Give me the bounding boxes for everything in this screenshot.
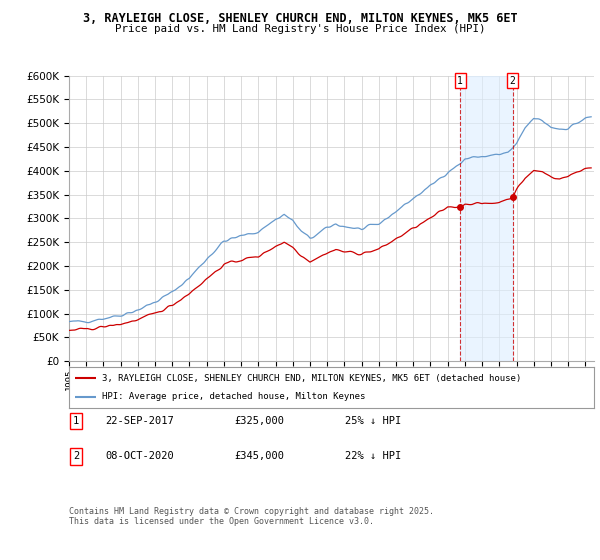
Text: 1: 1 (457, 76, 463, 86)
Text: £345,000: £345,000 (234, 451, 284, 461)
Text: 1: 1 (73, 416, 79, 426)
Text: 22% ↓ HPI: 22% ↓ HPI (345, 451, 401, 461)
Text: 25% ↓ HPI: 25% ↓ HPI (345, 416, 401, 426)
Text: 2: 2 (73, 451, 79, 461)
Text: 3, RAYLEIGH CLOSE, SHENLEY CHURCH END, MILTON KEYNES, MK5 6ET (detached house): 3, RAYLEIGH CLOSE, SHENLEY CHURCH END, M… (101, 374, 521, 382)
Text: Price paid vs. HM Land Registry's House Price Index (HPI): Price paid vs. HM Land Registry's House … (115, 24, 485, 34)
Text: 3, RAYLEIGH CLOSE, SHENLEY CHURCH END, MILTON KEYNES, MK5 6ET: 3, RAYLEIGH CLOSE, SHENLEY CHURCH END, M… (83, 12, 517, 25)
Text: Contains HM Land Registry data © Crown copyright and database right 2025.
This d: Contains HM Land Registry data © Crown c… (69, 507, 434, 526)
Text: 08-OCT-2020: 08-OCT-2020 (105, 451, 174, 461)
Bar (460, 76, 512, 361)
Text: 2: 2 (509, 76, 515, 86)
Text: 22-SEP-2017: 22-SEP-2017 (105, 416, 174, 426)
Text: HPI: Average price, detached house, Milton Keynes: HPI: Average price, detached house, Milt… (101, 393, 365, 402)
Text: £325,000: £325,000 (234, 416, 284, 426)
